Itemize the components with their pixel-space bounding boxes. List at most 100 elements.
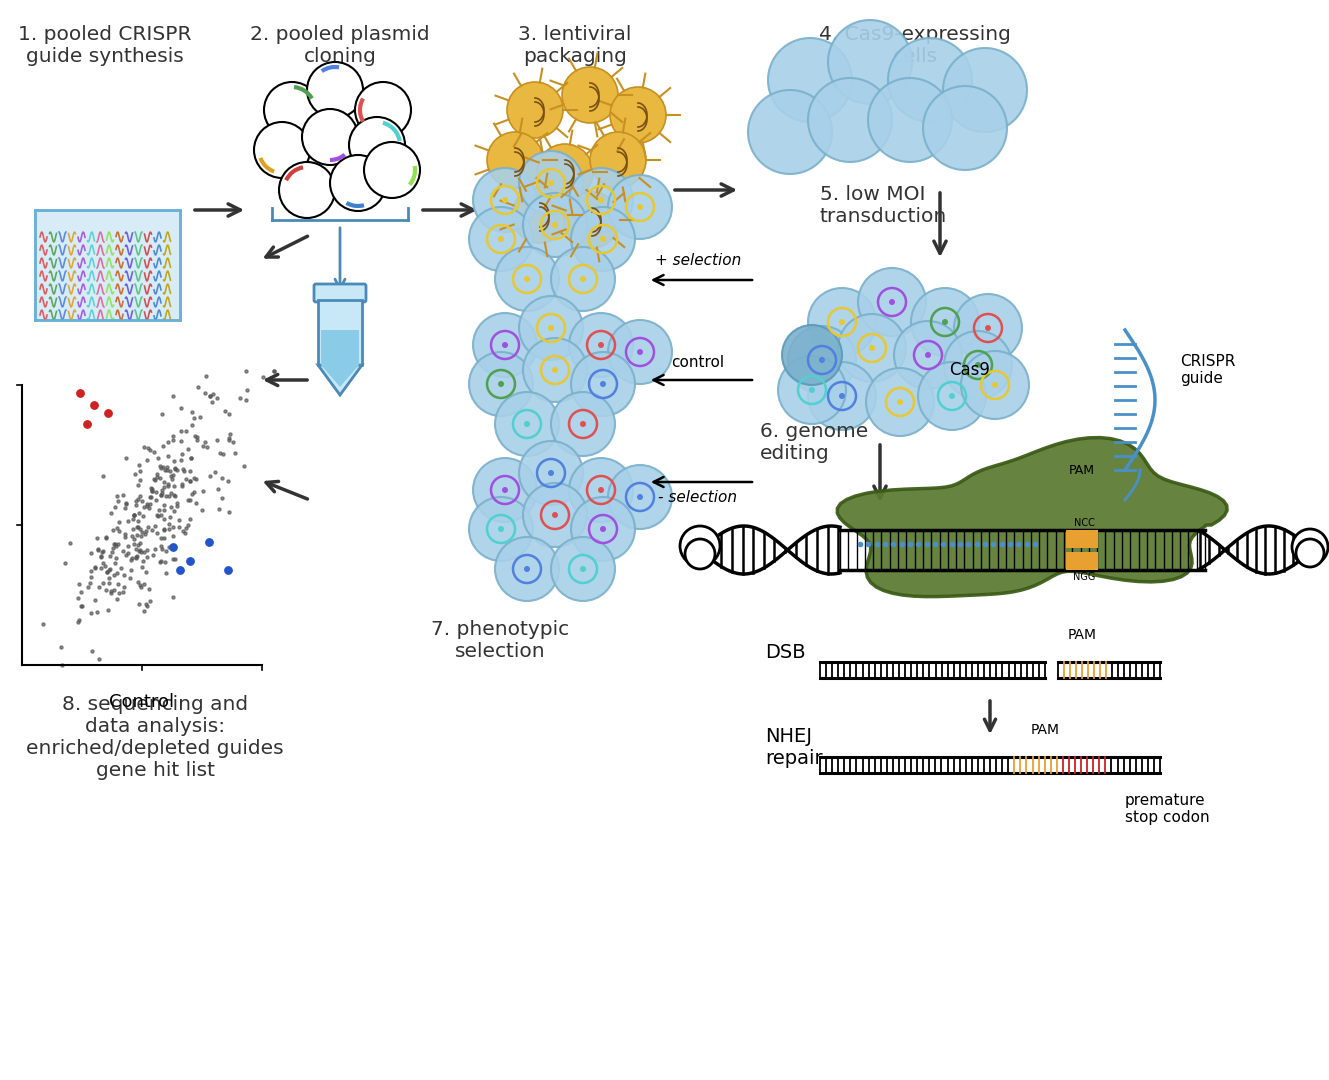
Circle shape	[869, 345, 874, 351]
Point	[112, 542, 133, 559]
Point	[142, 545, 163, 563]
Point	[106, 519, 128, 537]
Point	[129, 541, 150, 558]
Point	[136, 564, 157, 581]
Circle shape	[888, 38, 971, 122]
Point	[191, 501, 213, 518]
Point	[104, 582, 125, 599]
Circle shape	[569, 168, 633, 232]
Circle shape	[307, 62, 363, 118]
Text: 2. pooled plasmid
cloning: 2. pooled plasmid cloning	[250, 25, 429, 66]
Circle shape	[520, 441, 583, 505]
Circle shape	[502, 197, 508, 203]
Point	[144, 444, 165, 461]
Point	[126, 536, 148, 553]
Point	[90, 548, 112, 565]
Point	[133, 499, 154, 516]
Circle shape	[607, 465, 672, 529]
Point	[84, 396, 105, 414]
Point	[70, 597, 92, 615]
Circle shape	[748, 90, 832, 174]
Point	[179, 462, 201, 480]
Point	[84, 559, 105, 577]
Point	[158, 521, 179, 538]
Circle shape	[607, 320, 672, 384]
Point	[177, 516, 198, 534]
Point	[98, 575, 120, 592]
Point	[181, 486, 202, 503]
Circle shape	[598, 342, 603, 348]
Point	[98, 569, 120, 586]
Circle shape	[809, 387, 815, 393]
Text: + selection: + selection	[655, 253, 742, 268]
Point	[125, 549, 146, 566]
Circle shape	[889, 299, 894, 305]
Point	[173, 461, 194, 478]
Point	[145, 517, 166, 535]
Circle shape	[590, 132, 646, 188]
Point	[162, 518, 183, 536]
Point	[148, 449, 169, 467]
Point	[126, 550, 148, 567]
Point	[159, 498, 181, 515]
Circle shape	[910, 288, 979, 356]
Circle shape	[548, 180, 554, 186]
Circle shape	[524, 338, 587, 402]
Point	[153, 459, 174, 476]
Point	[195, 433, 217, 450]
Point	[155, 542, 177, 559]
Point	[152, 540, 173, 557]
Point	[129, 488, 150, 505]
Point	[113, 566, 134, 583]
Circle shape	[828, 21, 912, 104]
Text: 7. phenotypic
selection: 7. phenotypic selection	[431, 620, 569, 661]
Point	[178, 491, 199, 509]
Circle shape	[264, 82, 320, 138]
Point	[211, 470, 233, 487]
Point	[170, 432, 191, 449]
Point	[218, 431, 239, 448]
Point	[199, 468, 221, 485]
Circle shape	[571, 497, 635, 561]
Point	[161, 539, 182, 556]
Point	[129, 504, 150, 522]
Point	[128, 518, 149, 536]
Point	[190, 408, 211, 426]
Circle shape	[598, 197, 603, 203]
Circle shape	[571, 207, 635, 271]
Point	[146, 469, 167, 486]
Point	[201, 393, 222, 410]
Circle shape	[579, 566, 586, 572]
Circle shape	[808, 288, 876, 356]
Point	[162, 432, 183, 449]
Point	[51, 638, 72, 656]
Circle shape	[486, 132, 544, 188]
Point	[124, 507, 145, 524]
Text: CRISPR
guide: CRISPR guide	[1180, 354, 1236, 387]
Point	[206, 390, 227, 407]
Point	[171, 475, 193, 492]
Point	[116, 494, 137, 511]
Point	[162, 467, 183, 484]
Point	[112, 487, 133, 504]
Point	[165, 551, 186, 568]
Point	[163, 502, 185, 519]
Circle shape	[637, 349, 643, 355]
Point	[104, 535, 125, 552]
Point	[140, 592, 161, 609]
Circle shape	[502, 487, 508, 492]
Circle shape	[552, 367, 558, 373]
Polygon shape	[318, 365, 361, 395]
Point	[81, 544, 102, 562]
Point	[157, 477, 178, 495]
Point	[121, 562, 142, 579]
Circle shape	[494, 247, 560, 311]
Point	[159, 509, 181, 526]
Point	[129, 457, 150, 474]
Point	[113, 578, 134, 595]
Point	[169, 518, 190, 536]
Point	[154, 521, 175, 538]
Point	[125, 465, 146, 483]
Circle shape	[498, 381, 504, 387]
Circle shape	[498, 526, 504, 532]
